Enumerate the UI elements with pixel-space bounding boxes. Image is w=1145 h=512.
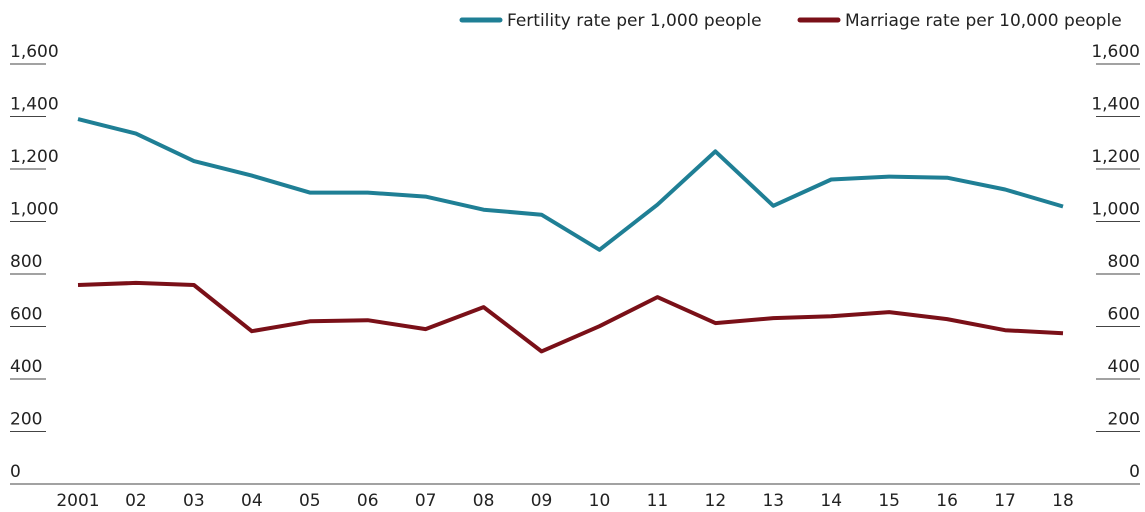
x-tick-label: 08 [473, 491, 495, 511]
x-tick-label: 17 [994, 491, 1016, 511]
x-tick-label: 12 [705, 491, 727, 511]
y2-tick-label: 200 [1108, 410, 1140, 430]
x-tick-label: 07 [415, 491, 437, 511]
x-tick-label: 18 [1052, 491, 1074, 511]
series-line [77, 280, 1064, 354]
y-tick-label: 1,200 [10, 147, 59, 167]
y-tick-label: 800 [10, 252, 42, 272]
legend-label: Fertility rate per 1,000 people [507, 11, 762, 31]
x-tick-label: 15 [878, 491, 900, 511]
legend-label: Marriage rate per 10,000 people [845, 11, 1122, 31]
x-tick-label: 04 [241, 491, 263, 511]
y2-tick-label: 1,400 [1091, 95, 1140, 115]
x-tick-label: 11 [647, 491, 669, 511]
x-tick-label: 14 [820, 491, 842, 511]
y-tick-label: 1,600 [10, 42, 59, 62]
x-tick-label: 02 [125, 491, 147, 511]
y-tick-label: 0 [10, 462, 21, 482]
x-tick-label: 13 [762, 491, 784, 511]
y2-tick-label: 1,200 [1091, 147, 1140, 167]
x-tick-label: 03 [183, 491, 205, 511]
x-tick-label: 06 [357, 491, 379, 511]
y2-tick-label: 800 [1108, 252, 1140, 272]
y2-tick-label: 400 [1108, 357, 1140, 377]
x-tick-label: 09 [531, 491, 553, 511]
x-tick-label: 16 [936, 491, 958, 511]
y2-tick-label: 1,600 [1091, 42, 1140, 62]
y-tick-label: 400 [10, 357, 42, 377]
y2-tick-label: 600 [1108, 305, 1140, 325]
series-line [77, 117, 1064, 252]
y2-tick-label: 1,000 [1091, 200, 1140, 220]
x-tick-label: 2001 [56, 491, 99, 511]
x-tick-label: 10 [589, 491, 611, 511]
x-tick-label: 05 [299, 491, 321, 511]
y-tick-label: 1,400 [10, 95, 59, 115]
y-tick-label: 600 [10, 305, 42, 325]
y2-tick-label: 0 [1129, 462, 1140, 482]
y-tick-label: 200 [10, 410, 42, 430]
y-tick-label: 1,000 [10, 200, 59, 220]
